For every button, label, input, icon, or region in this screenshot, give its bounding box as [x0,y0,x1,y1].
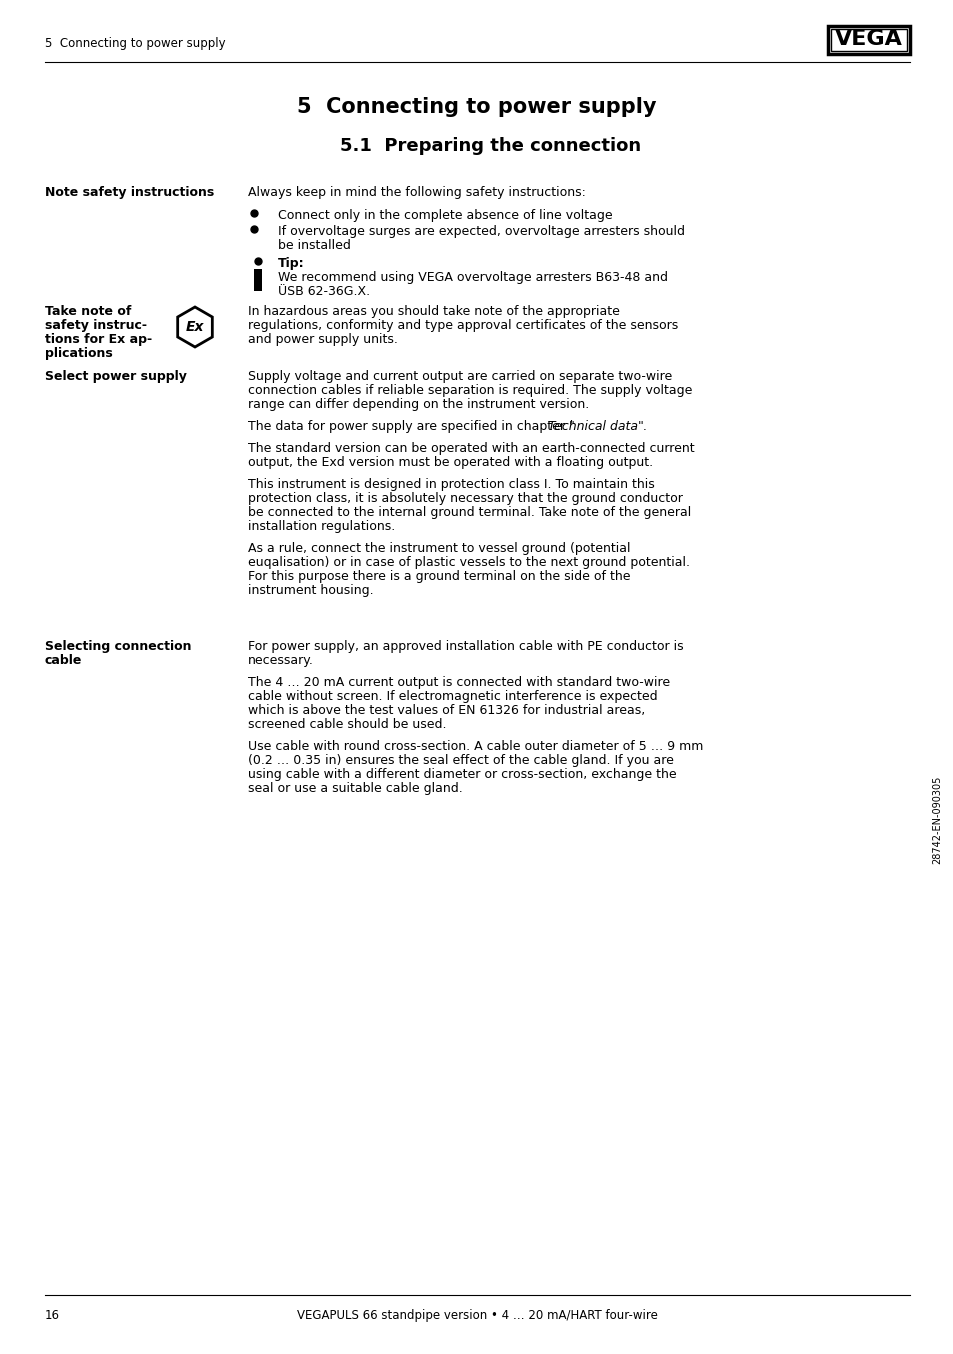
Text: ÜSB 62-36G.X.: ÜSB 62-36G.X. [277,284,370,298]
Text: VEGAPULS 66 standpipe version • 4 … 20 mA/HART four-wire: VEGAPULS 66 standpipe version • 4 … 20 m… [296,1309,657,1322]
Text: Supply voltage and current output are carried on separate two-wire: Supply voltage and current output are ca… [248,370,672,383]
Text: 28742-EN-090305: 28742-EN-090305 [931,776,941,864]
Text: Tip:: Tip: [277,257,304,269]
Text: range can differ depending on the instrument version.: range can differ depending on the instru… [248,398,589,412]
Text: This instrument is designed in protection class I. To maintain this: This instrument is designed in protectio… [248,478,654,492]
Text: cable: cable [45,654,82,668]
Text: Use cable with round cross-section. A cable outer diameter of 5 … 9 mm: Use cable with round cross-section. A ca… [248,741,702,753]
Text: necessary.: necessary. [248,654,314,668]
Text: protection class, it is absolutely necessary that the ground conductor: protection class, it is absolutely neces… [248,492,682,505]
FancyBboxPatch shape [827,26,909,54]
Text: Take note of: Take note of [45,305,132,318]
Text: euqalisation) or in case of plastic vessels to the next ground potential.: euqalisation) or in case of plastic vess… [248,556,689,569]
Text: The 4 … 20 mA current output is connected with standard two-wire: The 4 … 20 mA current output is connecte… [248,676,669,689]
Text: If overvoltage surges are expected, overvoltage arresters should: If overvoltage surges are expected, over… [277,225,684,238]
Text: Ex: Ex [186,320,204,334]
Text: In hazardous areas you should take note of the appropriate: In hazardous areas you should take note … [248,305,619,318]
Text: instrument housing.: instrument housing. [248,584,374,597]
FancyBboxPatch shape [830,28,906,51]
Text: output, the Exd version must be operated with a floating output.: output, the Exd version must be operated… [248,456,653,468]
Text: VEGA: VEGA [834,28,902,49]
Text: For power supply, an approved installation cable with PE conductor is: For power supply, an approved installati… [248,640,683,653]
Text: seal or use a suitable cable gland.: seal or use a suitable cable gland. [248,783,462,795]
Text: tions for Ex ap-: tions for Ex ap- [45,333,152,347]
Text: which is above the test values of EN 61326 for industrial areas,: which is above the test values of EN 613… [248,704,644,718]
Text: safety instruc-: safety instruc- [45,320,147,332]
Text: be connected to the internal ground terminal. Take note of the general: be connected to the internal ground term… [248,506,691,519]
Text: 16: 16 [45,1309,60,1322]
Text: Selecting connection: Selecting connection [45,640,192,653]
Text: 5  Connecting to power supply: 5 Connecting to power supply [297,97,656,116]
Text: screened cable should be used.: screened cable should be used. [248,718,446,731]
Bar [253,269,262,291]
Text: regulations, conformity and type approval certificates of the sensors: regulations, conformity and type approva… [248,320,678,332]
Text: We recommend using VEGA overvoltage arresters B63-48 and: We recommend using VEGA overvoltage arre… [277,271,667,284]
Text: Always keep in mind the following safety instructions:: Always keep in mind the following safety… [248,185,585,199]
Text: The standard version can be operated with an earth-connected current: The standard version can be operated wit… [248,441,694,455]
Text: and power supply units.: and power supply units. [248,333,397,347]
Text: using cable with a different diameter or cross-section, exchange the: using cable with a different diameter or… [248,768,676,781]
Text: plications: plications [45,347,112,360]
Text: For this purpose there is a ground terminal on the side of the: For this purpose there is a ground termi… [248,570,630,584]
Text: be installed: be installed [277,240,351,252]
Text: (0.2 … 0.35 in) ensures the seal effect of the cable gland. If you are: (0.2 … 0.35 in) ensures the seal effect … [248,754,673,766]
Text: Technical data: Technical data [547,420,638,433]
Text: installation regulations.: installation regulations. [248,520,395,533]
Text: Note safety instructions: Note safety instructions [45,185,214,199]
Text: 5.1  Preparing the connection: 5.1 Preparing the connection [339,137,640,154]
Text: cable without screen. If electromagnetic interference is expected: cable without screen. If electromagnetic… [248,691,657,703]
Text: As a rule, connect the instrument to vessel ground (potential: As a rule, connect the instrument to ves… [248,542,630,555]
Text: Select power supply: Select power supply [45,370,187,383]
Text: connection cables if reliable separation is required. The supply voltage: connection cables if reliable separation… [248,385,692,397]
Text: The data for power supply are specified in chapter ": The data for power supply are specified … [248,420,575,433]
Text: 5  Connecting to power supply: 5 Connecting to power supply [45,37,226,50]
Text: ".: ". [638,420,647,433]
Text: Connect only in the complete absence of line voltage: Connect only in the complete absence of … [277,209,612,222]
